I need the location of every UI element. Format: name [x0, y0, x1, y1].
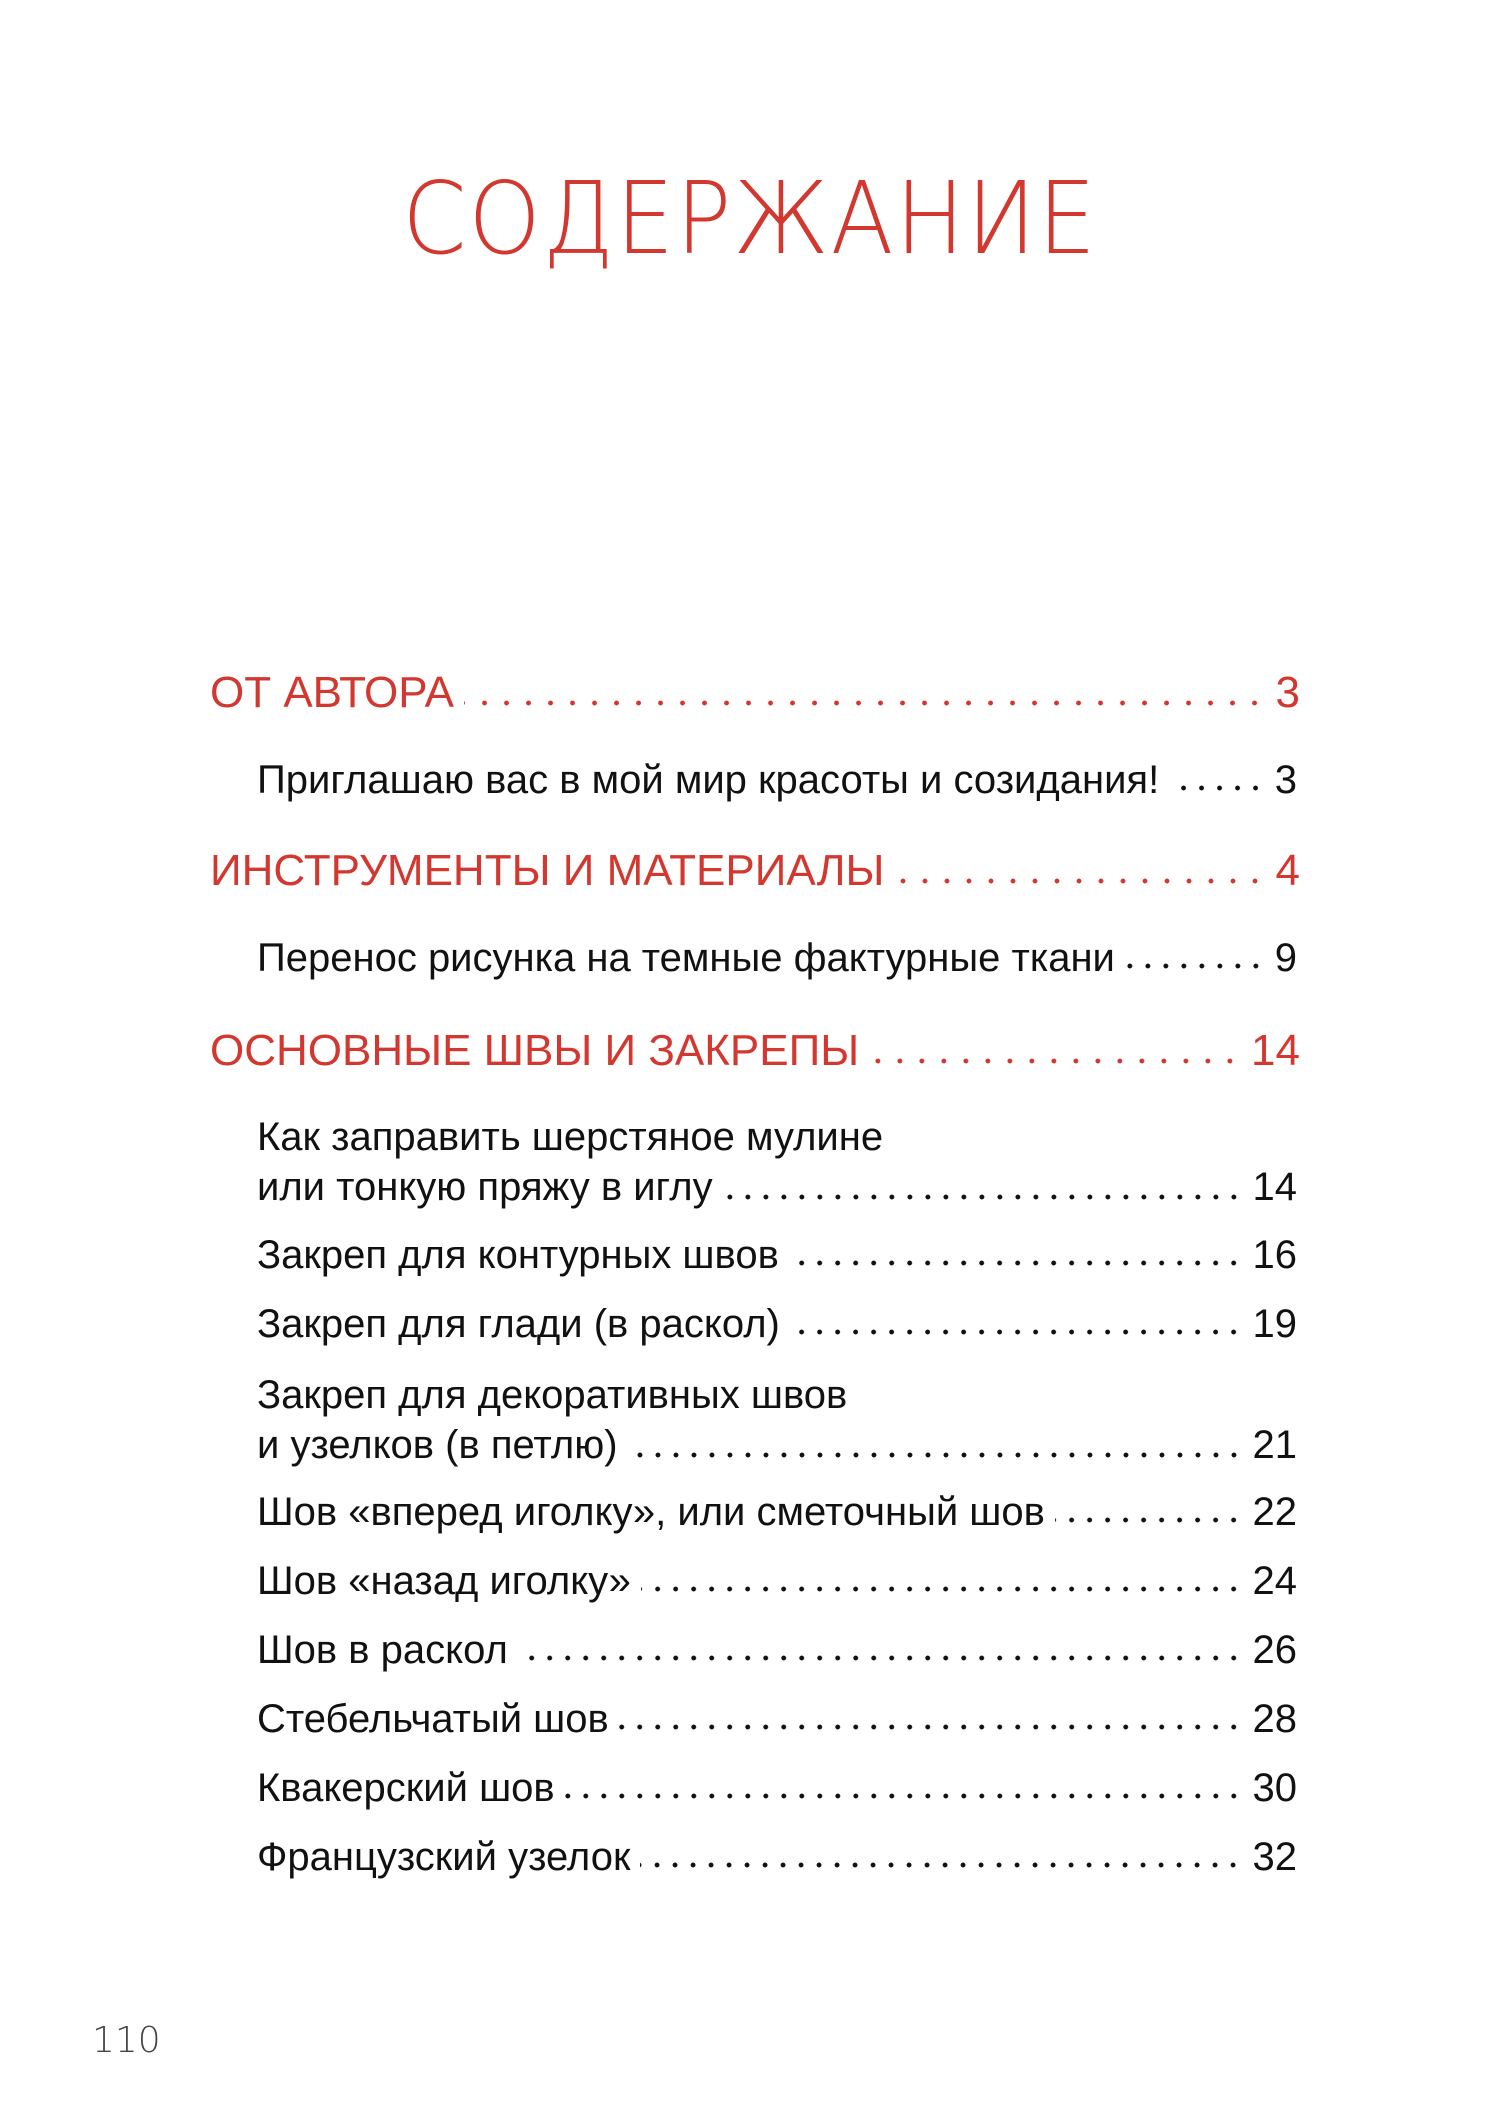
toc-page-number: 9: [1274, 936, 1297, 980]
toc-entry-title: Приглашаю вас в мой мир красоты и созида…: [257, 758, 1160, 802]
toc-page-number: 32: [1252, 1835, 1298, 1879]
toc-entry-title-line1: Закреп для декоративных швов: [257, 1373, 848, 1417]
toc-page-number: 14: [1252, 1165, 1298, 1209]
dot-leader: [1124, 961, 1265, 971]
toc-page-number: 3: [1274, 758, 1297, 802]
toc-entry[interactable]: Шов «вперед иголку», или сметочный шов 22: [257, 1490, 1297, 1535]
dot-leader: [564, 1791, 1243, 1801]
toc-entry-title: Перенос рисунка на темные фактурные ткан…: [257, 936, 1115, 980]
toc-entry-title: Шов «вперед иголку», или сметочный шов: [257, 1490, 1045, 1534]
toc-entry-title: ОСНОВНЫЕ ШВЫ И ЗАКРЕПЫ: [210, 1026, 860, 1075]
toc-page-number: 3: [1275, 668, 1300, 717]
dot-leader: [640, 1860, 1243, 1870]
toc-entry-title-line2: или тонкую пряжу в иглу: [257, 1165, 713, 1209]
toc-entry[interactable]: Приглашаю вас в мой мир красоты и созида…: [257, 758, 1297, 803]
toc-entry[interactable]: Как заправить шерстяное мулине или тонку…: [257, 1112, 1297, 1212]
dot-leader: [1169, 783, 1265, 793]
dot-leader: [789, 1327, 1243, 1337]
toc-page-number: 21: [1252, 1423, 1298, 1467]
toc-page-number: 24: [1252, 1559, 1298, 1603]
toc-entry-title: Закреп для глади (в раскол): [257, 1302, 780, 1346]
dot-leader: [627, 1450, 1243, 1460]
toc-page-number: 22: [1252, 1490, 1298, 1534]
toc-entry[interactable]: Шов в раскол 26: [257, 1628, 1297, 1673]
toc-page-number: 16: [1252, 1233, 1298, 1277]
toc-page-number: 4: [1275, 846, 1300, 895]
dot-leader: [517, 1653, 1243, 1663]
dot-leader: [722, 1192, 1243, 1202]
dot-leader: [894, 876, 1266, 886]
toc-entry[interactable]: Французский узелок 32: [257, 1835, 1297, 1880]
toc-entry[interactable]: Закреп для глади (в раскол) 19: [257, 1302, 1297, 1347]
dot-leader: [788, 1258, 1243, 1268]
toc-entry-title: Квакерский шов: [257, 1766, 555, 1810]
toc-section-stitches[interactable]: ОСНОВНЫЕ ШВЫ И ЗАКРЕПЫ 14: [210, 1026, 1300, 1076]
toc-entry[interactable]: Квакерский шов 30: [257, 1766, 1297, 1811]
dot-leader: [1054, 1515, 1243, 1525]
page-title: СОДЕРЖАНИЕ: [402, 160, 1098, 277]
toc-section-from-author[interactable]: ОТ АВТОРА 3: [210, 668, 1300, 718]
page-number: 110: [92, 2020, 161, 2061]
toc-entry-title-line1: Как заправить шерстяное мулине: [257, 1115, 884, 1159]
toc-entry-title: Шов в раскол: [257, 1628, 508, 1672]
toc-entry-title: Французский узелок: [257, 1835, 631, 1879]
toc-entry-title: ОТ АВТОРА: [210, 668, 454, 717]
toc-page-number: 30: [1252, 1766, 1298, 1810]
toc-page-number: 19: [1252, 1302, 1298, 1346]
toc-entry-title: Закреп для контурных швов: [257, 1233, 779, 1277]
toc-page-number: 28: [1252, 1697, 1298, 1741]
dot-leader: [618, 1722, 1243, 1732]
toc-entry[interactable]: Закреп для контурных швов 16: [257, 1233, 1297, 1278]
toc-entry-title: Стебельчатый шов: [257, 1697, 609, 1741]
toc-entry[interactable]: Закреп для декоративных швов и узелков (…: [257, 1370, 1297, 1470]
toc-page-number: 26: [1252, 1628, 1298, 1672]
toc-entry[interactable]: Шов «назад иголку» 24: [257, 1559, 1297, 1604]
toc-page-number: 14: [1251, 1026, 1300, 1075]
dot-leader: [640, 1584, 1243, 1594]
toc-section-tools[interactable]: ИНСТРУМЕНТЫ И МАТЕРИАЛЫ 4: [210, 846, 1300, 896]
toc-entry-title: Шов «назад иголку»: [257, 1559, 631, 1603]
toc-entry[interactable]: Перенос рисунка на темные фактурные ткан…: [257, 936, 1297, 981]
dot-leader: [463, 698, 1266, 708]
toc-entry[interactable]: Стебельчатый шов 28: [257, 1697, 1297, 1742]
toc-entry-title-line2: и узелков (в петлю): [257, 1423, 618, 1467]
dot-leader: [869, 1056, 1242, 1066]
toc-entry-title: ИНСТРУМЕНТЫ И МАТЕРИАЛЫ: [210, 846, 885, 895]
